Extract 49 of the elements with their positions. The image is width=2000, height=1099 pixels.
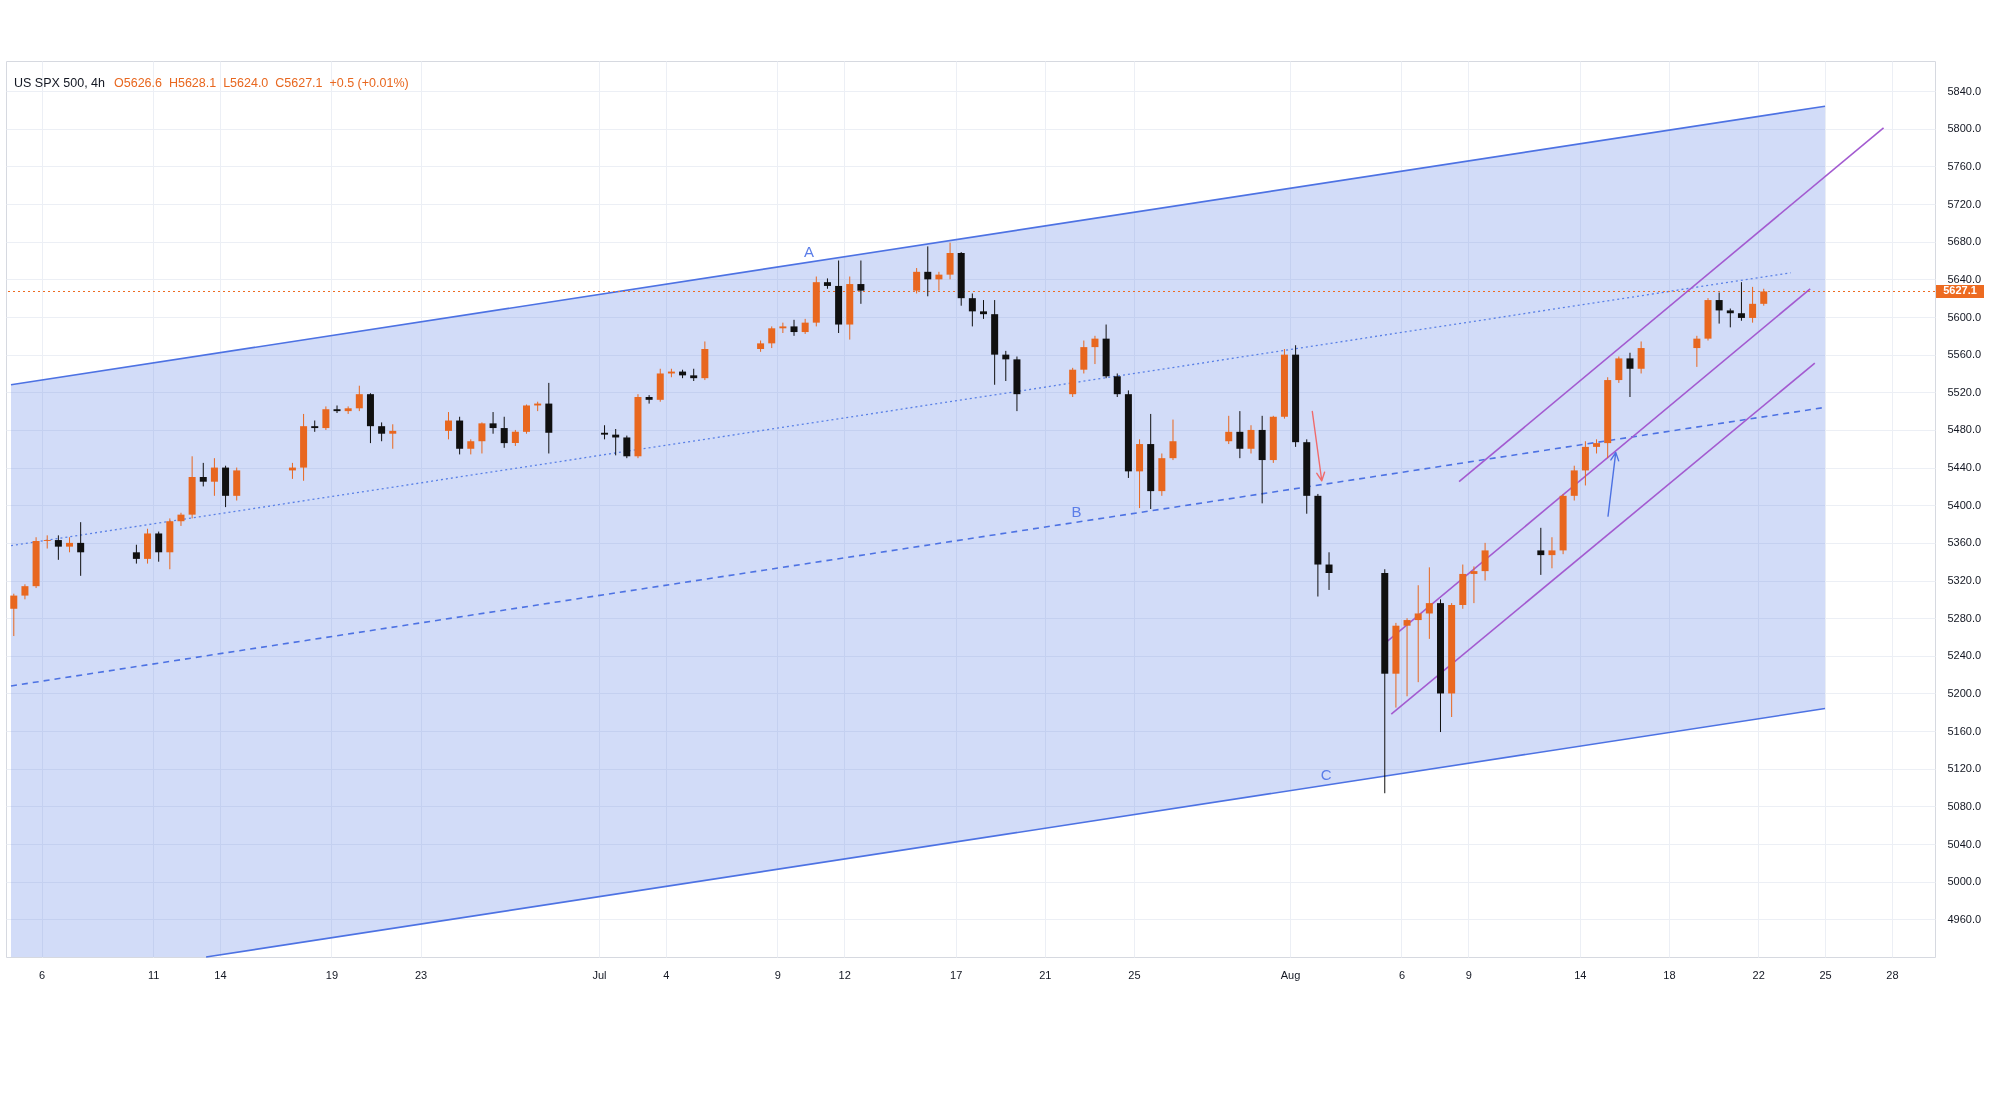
y-tick-label: 5800.0 [1947,122,1982,135]
x-tick-label: 21 [1039,968,1052,981]
y-tick-label: 5240.0 [1947,649,1982,662]
x-tick-label: 14 [214,968,227,981]
annotation: A [803,243,814,261]
x-tick-label: 25 [1819,968,1832,981]
x-tick-label: 4 [663,968,670,981]
x-tick-label: 6 [39,968,46,981]
x-tick-label: 25 [1128,968,1141,981]
y-tick-label: 5160.0 [1947,724,1982,737]
x-tick-label: 9 [774,968,781,981]
x-tick-label: 23 [415,968,428,981]
x-tick-label: 22 [1752,968,1765,981]
y-tick-label: 5600.0 [1947,310,1982,323]
y-tick-label: 5480.0 [1947,423,1982,436]
y-tick-label: 5000.0 [1947,875,1982,888]
text: US SPX 500, 4h [14,76,106,90]
y-tick-label: 5560.0 [1947,348,1982,361]
x-tick-label: 19 [325,968,339,981]
x-tick-label: 11 [147,968,160,981]
y-tick-label: 5360.0 [1947,536,1982,549]
y-tick-label: 5760.0 [1947,159,1982,172]
x-tick-label: 28 [1886,968,1899,981]
text: O5626.6 H5628.1 L5624.0 C5627.1 +0.5 (+0.01%) [114,76,409,90]
y-tick-label: 5680.0 [1947,235,1982,248]
y-tick-label: 5520.0 [1947,385,1982,398]
x-tick-label: 17 [950,968,963,981]
y-tick-label: 5200.0 [1947,686,1982,699]
x-tick-label: Aug [1280,968,1301,981]
y-tick-label: 4960.0 [1947,912,1982,925]
y-tick-label: 5080.0 [1947,799,1982,812]
x-tick-label: 9 [1465,968,1472,981]
annotation: B [1071,503,1082,521]
x-tick-label: 18 [1663,968,1676,981]
annotation: C [1320,765,1332,783]
y-tick-label: 5640.0 [1947,272,1982,285]
y-tick-label: 5840.0 [1947,84,1982,97]
y-tick-label: 5400.0 [1947,498,1982,511]
y-tick-label: 5040.0 [1947,837,1982,850]
y-tick-label: 5120.0 [1947,762,1982,775]
x-tick-label: 14 [1574,968,1587,981]
y-tick-label: 5320.0 [1947,574,1982,587]
y-tick-label: 5720.0 [1947,197,1982,210]
x-tick-label: 12 [838,968,851,981]
ref-line-label: 5627.1 [1943,284,1977,297]
x-tick-label: 6 [1398,968,1406,981]
x-tick-label: Jul [592,968,607,981]
y-tick-label: 5280.0 [1947,611,1982,624]
y-tick-label: 5440.0 [1947,461,1982,474]
